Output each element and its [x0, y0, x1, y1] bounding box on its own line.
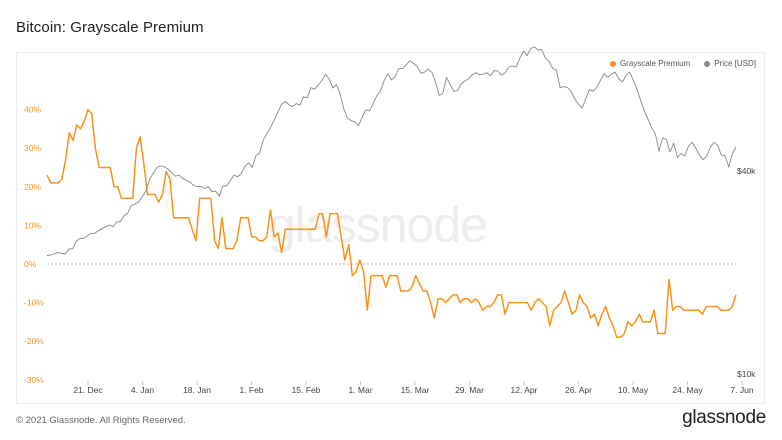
x-tick-label: 15. Feb: [292, 385, 321, 395]
page-title: Bitcoin: Grayscale Premium: [16, 19, 204, 36]
series-line-premium: [46, 108, 737, 339]
legend-item-price[interactable]: Price [USD]: [704, 59, 756, 68]
footer-logo[interactable]: glassnode: [682, 407, 766, 428]
legend-label-premium: Grayscale Premium: [619, 59, 691, 68]
y-tick-label: -20%: [24, 336, 44, 346]
x-tick-label: 29. Mar: [455, 385, 484, 395]
y-tick-label: 0%: [24, 259, 37, 269]
legend-dot-premium: [609, 60, 616, 67]
x-tick-label: 24. May: [672, 385, 703, 395]
chart-frame: [16, 52, 765, 404]
y-tick-label: 10%: [24, 220, 41, 230]
x-tick-label: 26. Apr: [565, 385, 592, 395]
series-line-price: [46, 46, 737, 256]
y-tick-label: -30%: [24, 375, 44, 385]
x-tick-label: 18. Jan: [183, 385, 211, 395]
y-tick-label: 30%: [24, 143, 41, 153]
x-tick-label: 21. Dec: [73, 385, 103, 395]
x-tick-label: 15. Mar: [401, 385, 430, 395]
y-tick-label: -10%: [24, 298, 44, 308]
x-tick-label: 7. Jun: [730, 385, 753, 395]
y-tick-label: 40%: [24, 105, 41, 115]
x-tick-label: 12. Apr: [511, 385, 538, 395]
y-right-tick-label: $40k: [737, 166, 756, 176]
legend-item-premium[interactable]: Grayscale Premium: [609, 59, 691, 68]
y-tick-label: 20%: [24, 182, 41, 192]
x-tick-label: 1. Mar: [348, 385, 372, 395]
x-tick-label: 10. May: [618, 385, 649, 395]
y-right-tick-label: $10k: [737, 369, 756, 379]
footer-copyright: © 2021 Glassnode. All Rights Reserved.: [16, 415, 186, 426]
x-tick-label: 1. Feb: [239, 385, 263, 395]
legend-dot-price: [704, 60, 711, 67]
legend: Grayscale Premium Price [USD]: [609, 59, 756, 68]
x-tick-label: 4. Jan: [131, 385, 154, 395]
legend-label-price: Price [USD]: [714, 59, 756, 68]
